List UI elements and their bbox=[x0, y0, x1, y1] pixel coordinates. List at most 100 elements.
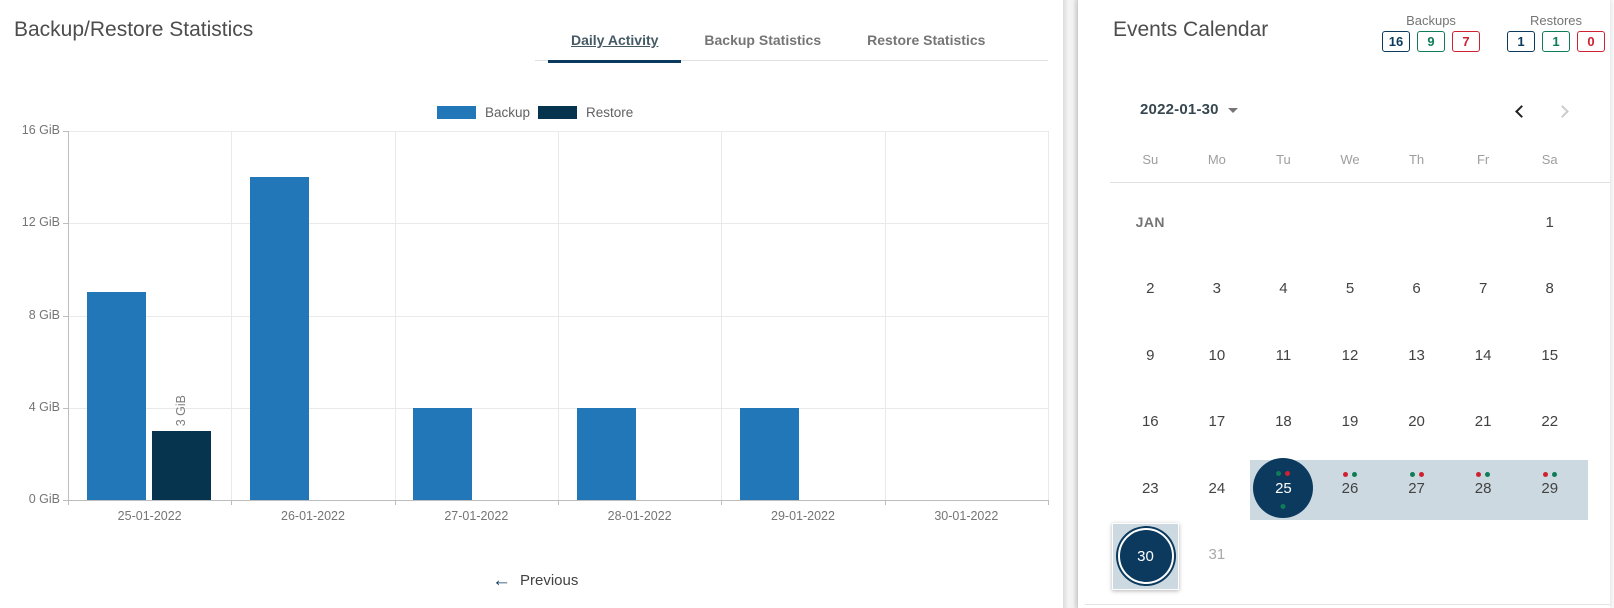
calendar-day-7[interactable]: 7 bbox=[1450, 256, 1517, 323]
chevron-down-icon bbox=[1227, 108, 1238, 113]
calendar-day-headers: Su Mo Tu We Th Fr Sa bbox=[1117, 152, 1583, 167]
calendar-day-16[interactable]: 16 bbox=[1117, 389, 1184, 456]
backups-count-green[interactable]: 9 bbox=[1417, 31, 1445, 52]
x-axis-label: 29-01-2022 bbox=[771, 509, 835, 523]
calendar-day-24[interactable]: 24 bbox=[1184, 455, 1251, 522]
calendar-day-4[interactable]: 4 bbox=[1250, 256, 1317, 323]
empty-day-cell bbox=[1317, 189, 1384, 256]
chart-legend: Backup Restore bbox=[437, 105, 633, 120]
day-number: 8 bbox=[1545, 280, 1554, 298]
legend-item-backup[interactable]: Backup bbox=[437, 105, 530, 120]
panel-gap bbox=[1063, 0, 1078, 608]
tab-label: Restore Statistics bbox=[867, 32, 986, 48]
gridline-vertical bbox=[884, 131, 886, 500]
backups-count-red[interactable]: 7 bbox=[1452, 31, 1480, 52]
gridline-vertical bbox=[1048, 131, 1049, 500]
calendar-day-14[interactable]: 14 bbox=[1450, 322, 1517, 389]
x-axis-label: 30-01-2022 bbox=[934, 509, 999, 523]
backups-count-navy[interactable]: 16 bbox=[1382, 31, 1410, 52]
calendar-day-15[interactable]: 15 bbox=[1516, 322, 1583, 389]
calendar-week-row: 16 17 18 19 20 21 22 bbox=[1117, 389, 1583, 456]
month-label-cell: JAN bbox=[1117, 189, 1184, 256]
calendar-day-2[interactable]: 2 bbox=[1117, 256, 1184, 323]
red-event-dot bbox=[1285, 471, 1291, 477]
day-number: 24 bbox=[1208, 479, 1226, 497]
x-tick-mark bbox=[1048, 500, 1049, 505]
calendar-day-12[interactable]: 12 bbox=[1317, 322, 1384, 389]
empty-day-cell bbox=[1450, 522, 1517, 589]
calendar-day-1[interactable]: 1 bbox=[1516, 189, 1583, 256]
calendar-day-29[interactable]: 29 bbox=[1516, 455, 1583, 522]
red-event-dot bbox=[1418, 472, 1424, 477]
day-number: 5 bbox=[1345, 280, 1355, 298]
restores-count-red[interactable]: 0 bbox=[1577, 31, 1605, 52]
day-number: 27 bbox=[1408, 479, 1425, 497]
backup-bar bbox=[86, 292, 146, 500]
restores-count-green[interactable]: 1 bbox=[1542, 31, 1570, 52]
x-tick-mark bbox=[558, 500, 559, 505]
gridline-vertical bbox=[231, 131, 233, 500]
day-number: 18 bbox=[1275, 413, 1292, 431]
tab-restore-statistics[interactable]: Restore Statistics bbox=[844, 20, 1008, 60]
empty-day-cell bbox=[1317, 522, 1384, 589]
calendar-day-10[interactable]: 10 bbox=[1184, 322, 1251, 389]
tab-daily-activity[interactable]: Daily Activity bbox=[548, 20, 682, 63]
page-title: Backup/Restore Statistics bbox=[14, 18, 254, 41]
y-tick-mark bbox=[63, 223, 68, 225]
next-month-button[interactable] bbox=[1553, 102, 1573, 122]
day-number: 19 bbox=[1341, 413, 1359, 431]
restores-count-navy[interactable]: 1 bbox=[1507, 31, 1535, 52]
day-number: 13 bbox=[1408, 346, 1425, 364]
month-label: JAN bbox=[1135, 214, 1165, 231]
calendar-day-27[interactable]: 27 bbox=[1383, 455, 1450, 522]
calendar-day-18[interactable]: 18 bbox=[1250, 389, 1317, 456]
calendar-day-26[interactable]: 26 bbox=[1317, 455, 1384, 522]
tab-divider bbox=[535, 60, 1048, 61]
day-number: 9 bbox=[1146, 346, 1155, 364]
legend-swatch-backup bbox=[437, 106, 476, 119]
day-number: 22 bbox=[1541, 413, 1559, 431]
green-event-dot bbox=[1276, 471, 1282, 477]
day-header-su: Su bbox=[1142, 152, 1159, 167]
calendar-day-20[interactable]: 20 bbox=[1383, 389, 1450, 456]
calendar-day-28[interactable]: 28 bbox=[1450, 455, 1517, 522]
legend-item-restore[interactable]: Restore bbox=[538, 105, 633, 120]
calendar-day-6[interactable]: 6 bbox=[1383, 256, 1450, 323]
gridline-vertical bbox=[721, 131, 723, 500]
calendar-day-19[interactable]: 19 bbox=[1317, 389, 1384, 456]
calendar-day-3[interactable]: 3 bbox=[1184, 256, 1251, 323]
calendar-day-25[interactable]: 25 bbox=[1250, 455, 1317, 522]
y-tick-mark bbox=[63, 131, 68, 132]
calendar-day-17[interactable]: 17 bbox=[1184, 389, 1251, 456]
day-number: 21 bbox=[1474, 413, 1492, 431]
day-number: 20 bbox=[1408, 413, 1425, 431]
calendar-day-9[interactable]: 9 bbox=[1117, 322, 1184, 389]
month-selector-dropdown[interactable]: 2022-01-30 bbox=[1140, 101, 1238, 118]
selected-day-circle: 30 bbox=[1117, 528, 1174, 584]
bar-value-label: 3 GiB bbox=[173, 394, 188, 426]
calendar-day-21[interactable]: 21 bbox=[1450, 389, 1517, 456]
day-header-mo: Mo bbox=[1207, 152, 1226, 167]
calendar-day-8[interactable]: 8 bbox=[1516, 256, 1583, 323]
previous-month-button[interactable] bbox=[1512, 102, 1532, 122]
tab-backup-statistics[interactable]: Backup Statistics bbox=[681, 20, 844, 60]
calendar-day-11[interactable]: 11 bbox=[1250, 322, 1317, 389]
event-day-circle: 25 bbox=[1253, 458, 1314, 519]
calendar-day-13[interactable]: 13 bbox=[1383, 322, 1450, 389]
calendar-week-row: 9 10 11 12 13 14 15 bbox=[1117, 322, 1583, 389]
calendar-day-22[interactable]: 22 bbox=[1516, 389, 1583, 456]
calendar-week-row: 2 3 4 5 6 7 8 bbox=[1117, 256, 1583, 323]
calendar-day-23[interactable]: 23 bbox=[1117, 455, 1184, 522]
calendar-day-5[interactable]: 5 bbox=[1317, 256, 1384, 323]
gridline-vertical bbox=[394, 131, 396, 500]
y-axis-tick-label: 0 GiB bbox=[28, 492, 60, 506]
calendar-day-30[interactable]: 30 bbox=[1112, 522, 1184, 590]
calendar-day-31[interactable]: 31 bbox=[1184, 522, 1251, 589]
chart-plot: 0 GiB 4 GiB 8 GiB 12 GiB 16 GiB 25-01-2022 26-… bbox=[22, 123, 1049, 523]
legend-label: Backup bbox=[485, 105, 531, 120]
previous-button[interactable]: ← Previous bbox=[492, 571, 578, 590]
day-number: 10 bbox=[1208, 346, 1226, 364]
x-tick-mark bbox=[231, 500, 233, 505]
x-tick-mark bbox=[394, 500, 396, 505]
x-tick-mark bbox=[884, 500, 886, 505]
